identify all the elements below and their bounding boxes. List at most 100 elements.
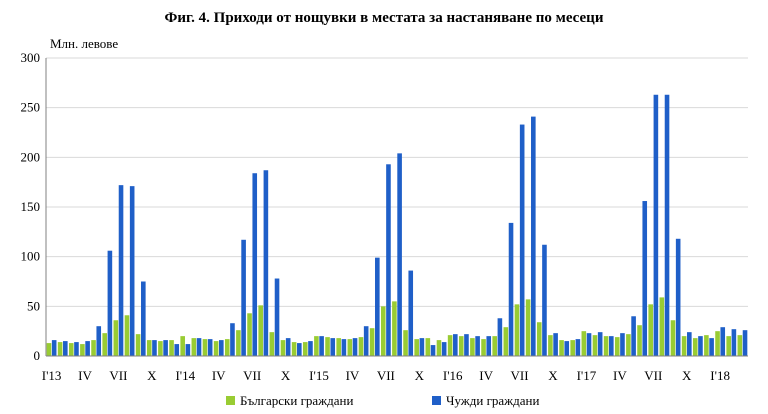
bar-bulgarian <box>91 340 96 356</box>
bar-bulgarian <box>280 340 286 356</box>
bar-foreign <box>185 344 191 356</box>
bar-foreign <box>653 94 659 357</box>
bar-bulgarian <box>458 336 464 356</box>
bar-foreign <box>274 278 280 356</box>
bar-foreign <box>141 281 146 356</box>
bar-foreign <box>597 332 603 356</box>
bar-foreign <box>564 341 570 356</box>
bar-bulgarian <box>68 343 74 356</box>
bar-foreign <box>363 326 369 356</box>
x-tick-label: X <box>281 368 291 383</box>
axes <box>45 58 748 357</box>
y-tick-label: 100 <box>21 249 41 264</box>
bar-bulgarian <box>737 335 743 356</box>
x-tick-label: I'14 <box>175 368 195 383</box>
x-tick-labels: I'13 IV VII X I'14 IV VII X I'15 IV VII X I'16 IV VII X… <box>42 368 730 383</box>
x-tick-label: VII <box>644 368 662 383</box>
bar-foreign <box>330 338 336 356</box>
bar-foreign <box>51 340 57 356</box>
x-tick-label: I'18 <box>710 368 730 383</box>
bar-bulgarian <box>269 332 275 356</box>
bar-foreign <box>486 336 492 356</box>
bar-foreign <box>675 238 681 356</box>
bar-bulgarian <box>169 340 174 356</box>
bar-bulgarian <box>302 342 308 356</box>
bar-bulgarian <box>559 340 564 356</box>
bar-bulgarian <box>681 336 687 356</box>
bar-foreign <box>386 164 391 356</box>
bar-bulgarian <box>403 330 408 356</box>
bar-foreign <box>163 340 168 356</box>
bar-bulgarian <box>425 338 431 356</box>
bar-bulgarian <box>191 338 197 356</box>
bar-bulgarian <box>224 339 230 356</box>
x-tick-label: X <box>682 368 692 383</box>
bar-foreign <box>430 345 436 356</box>
bar-foreign <box>709 338 714 356</box>
bar-bulgarian <box>247 313 252 356</box>
bar-bulgarian <box>291 342 297 356</box>
bar-bulgarian <box>637 325 642 356</box>
bar-bulgarian <box>236 330 241 356</box>
bar-bulgarian <box>102 333 107 356</box>
bar-bulgarian <box>325 337 330 356</box>
bar-foreign <box>129 186 135 356</box>
bar-bulgarian <box>57 342 63 356</box>
x-tick-label: VII <box>243 368 261 383</box>
bar-foreign <box>308 341 313 356</box>
bar-foreign <box>352 338 358 356</box>
legend-swatch-bulgarian <box>226 396 235 405</box>
bar-foreign <box>441 342 447 356</box>
bar-bulgarian <box>726 336 731 356</box>
bar-bulgarian <box>358 337 364 356</box>
bar-bulgarian <box>481 339 486 356</box>
bar-foreign <box>196 338 202 356</box>
bar-foreign <box>720 327 726 356</box>
bar-bulgarian <box>470 338 475 356</box>
bar-foreign <box>285 338 291 356</box>
bar-bulgarian <box>180 336 185 356</box>
x-tick-label: X <box>147 368 157 383</box>
x-tick-label: IV <box>613 368 627 383</box>
x-tick-label: I'16 <box>443 368 463 383</box>
bar-bulgarian <box>336 338 341 356</box>
bar-foreign <box>475 336 480 356</box>
bar-foreign <box>453 334 458 356</box>
y-axis-label: Млн. левове <box>50 36 118 51</box>
bar-foreign <box>375 257 380 356</box>
bar-bulgarian <box>447 335 453 356</box>
bar-foreign <box>519 124 525 356</box>
bar-foreign <box>586 333 592 356</box>
x-tick-label: IV <box>479 368 493 383</box>
bar-bulgarian <box>603 336 609 356</box>
bar-foreign <box>263 170 269 356</box>
bar-foreign <box>74 342 79 356</box>
bar-bulgarian <box>146 340 152 356</box>
x-tick-label: X <box>415 368 425 383</box>
bar-bulgarian <box>692 338 698 356</box>
bar-bulgarian <box>369 328 375 356</box>
bar-foreign <box>419 338 425 356</box>
y-tick-label: 150 <box>21 199 41 214</box>
bar-bulgarian <box>414 339 419 356</box>
x-tick-label: VII <box>109 368 127 383</box>
bar-foreign <box>731 329 737 356</box>
bar-foreign <box>297 343 302 356</box>
bar-foreign <box>497 318 503 356</box>
bar-foreign <box>664 94 670 357</box>
bar-bulgarian <box>536 322 542 356</box>
bar-bulgarian <box>514 304 520 356</box>
y-tick-labels: 0 50 100 150 200 250 300 <box>21 50 41 363</box>
bar-bulgarian <box>158 341 163 356</box>
bar-foreign <box>219 340 224 356</box>
bar-foreign <box>687 332 692 356</box>
bar-foreign <box>542 244 547 356</box>
bar-bulgarian <box>202 339 208 356</box>
legend: Български граждани Чужди граждани <box>226 393 540 408</box>
bar-foreign <box>609 336 614 356</box>
x-tick-label: IV <box>346 368 360 383</box>
legend-label-bulgarian: Български граждани <box>240 393 353 408</box>
bar-bulgarian <box>581 331 587 356</box>
bar-foreign <box>230 323 235 356</box>
